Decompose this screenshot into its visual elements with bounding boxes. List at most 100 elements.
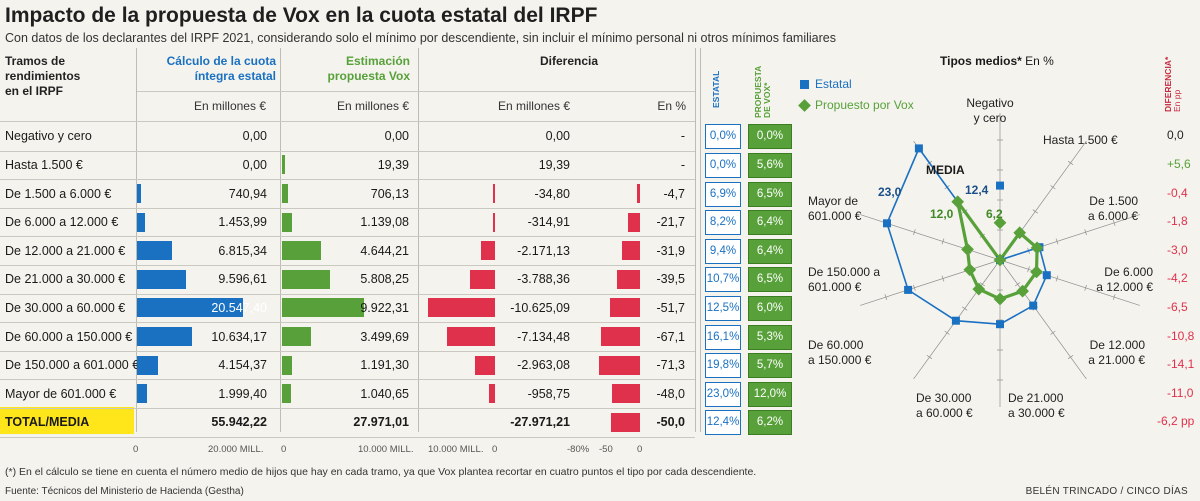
row-rule (0, 151, 695, 152)
diferencia-pp-value: -11,0 (1167, 386, 1194, 400)
cell-cuota: 4.154,37 (218, 358, 267, 372)
cell-vox: 27.971,01 (353, 415, 409, 429)
radar-point-estatal (914, 144, 923, 153)
row-tramo: De 12.000 a 21.000 € (5, 244, 126, 258)
row-rule (0, 236, 695, 237)
cell-tipo-vox: 6,2% (748, 410, 792, 435)
tipos-header: Tipos medios* En % (940, 54, 1054, 68)
radar-chart (860, 113, 1140, 407)
cell-diferencia: -34,80 (534, 187, 570, 201)
total-highlight (0, 407, 134, 434)
cell-pct: -51,7 (656, 301, 686, 315)
radar-category-label: Negativo y cero (966, 96, 1014, 125)
header-rule (137, 91, 695, 92)
radar-point-estatal (1029, 301, 1038, 310)
header-diferencia: Diferencia (540, 54, 599, 68)
radar-estatal-max-label: 23,0 (878, 185, 902, 199)
radar-tick (1084, 229, 1087, 236)
radar-vox-media-label: 6,2 (986, 207, 1003, 221)
radar-point-vox (972, 282, 986, 296)
row-tramo: De 1.500 a 6.000 € (5, 187, 112, 201)
bar-cuota (137, 270, 187, 289)
cell-diferencia: -958,75 (527, 387, 570, 401)
cell-pct: -67,1 (656, 330, 686, 344)
header-tramos: Tramos de rendimientos en el IRPF (5, 54, 81, 98)
cell-cuota: 0,00 (242, 129, 267, 143)
radar-tick (1055, 275, 1059, 282)
diferencia-pp-value: -4,2 (1167, 271, 1188, 285)
header-estatal-col: ESTATAL (711, 70, 721, 108)
radar-axis (999, 259, 1087, 380)
radar-tick (1055, 238, 1059, 245)
cell-tipo-vox: 6,5% (748, 182, 792, 207)
cell-diferencia: 19,39 (538, 158, 570, 172)
cell-cuota: 6.815,34 (218, 244, 267, 258)
radar-tick (1014, 282, 1021, 287)
bar-vox (282, 270, 331, 289)
radar-category-label: De 6.000 a 12.000 € (1096, 265, 1153, 294)
bar-pct (627, 213, 640, 232)
row-rule (0, 437, 695, 438)
radar-tick (926, 355, 933, 360)
bar-cuota (137, 356, 159, 375)
cell-tipo-vox: 6,5% (748, 267, 792, 292)
legend-estatal-swatch (800, 80, 809, 89)
cell-tipo-vox: 5,6% (748, 153, 792, 178)
header-rule (0, 121, 695, 122)
bar-vox (282, 356, 292, 375)
bar-vox (282, 298, 365, 317)
row-rule (0, 408, 695, 409)
radar-category-label: De 1.500 a 6.000 € (1087, 194, 1138, 223)
cell-cuota: 1.453,99 (218, 215, 267, 229)
radar-category-label: De 30.000 a 60.000 € (916, 391, 973, 420)
cell-pct: -21,7 (656, 215, 686, 229)
diferencia-pp-value: +5,6 (1167, 157, 1191, 171)
axis-dif-min: 10.000 MILL. (428, 444, 484, 455)
radar-tick (962, 306, 968, 311)
radar-point-vox (961, 243, 974, 256)
radar-tick (1050, 185, 1056, 190)
cell-pct: - (680, 158, 685, 172)
cell-diferencia: 0,00 (545, 129, 570, 143)
radar-tick (1112, 219, 1116, 226)
cell-pct: -50,0 (656, 415, 686, 429)
bar-diferencia (428, 298, 495, 317)
cell-tipo-estatal: 0,0% (705, 124, 741, 149)
radar-point-estatal (1042, 271, 1051, 280)
radar-tick (941, 238, 945, 245)
cell-diferencia: -3.788,36 (517, 272, 570, 286)
cell-tipo-estatal: 12,4% (705, 410, 741, 435)
bar-diferencia (492, 213, 495, 232)
cell-tipo-vox: 0,0% (748, 124, 792, 149)
bar-pct (637, 184, 640, 203)
cell-tipo-estatal: 8,2% (705, 210, 741, 235)
header-vox: Estimación propuesta Vox (327, 54, 410, 83)
row-rule (0, 379, 695, 380)
axis-cuota-max: 20.000 MILL. (208, 444, 264, 455)
diferencia-pp-value: -0,4 (1167, 186, 1188, 200)
cell-tipo-vox: 5,3% (748, 325, 792, 350)
bar-pct (599, 356, 640, 375)
bar-diferencia (493, 184, 495, 203)
bar-cuota (137, 298, 243, 317)
radar-tick (944, 330, 950, 335)
bar-cuota (137, 327, 192, 346)
divider (280, 48, 281, 432)
bar-vox (282, 241, 321, 260)
cell-diferencia: -27.971,21 (510, 415, 570, 429)
diferencia-pp-value: -10,8 (1167, 329, 1195, 343)
cell-pct: -71,3 (656, 358, 686, 372)
radar-tick (1027, 266, 1030, 273)
radar-tick (1032, 209, 1038, 214)
header-propuesta-col: PROPUESTA DE VOX* (753, 65, 772, 118)
cell-cuota: 9.596,61 (218, 272, 267, 286)
bar-cuota (137, 213, 145, 232)
row-tramo: Negativo y cero (5, 129, 92, 143)
axis-vox-max: 10.000 MILL. (358, 444, 414, 455)
row-rule (0, 208, 695, 209)
radar-tick (979, 282, 986, 287)
radar-category-label: De 12.000 a 21.000 € (1088, 338, 1145, 367)
radar-point-vox (993, 292, 1007, 306)
radar-media-label: MEDIA (926, 163, 965, 177)
row-rule (0, 351, 695, 352)
